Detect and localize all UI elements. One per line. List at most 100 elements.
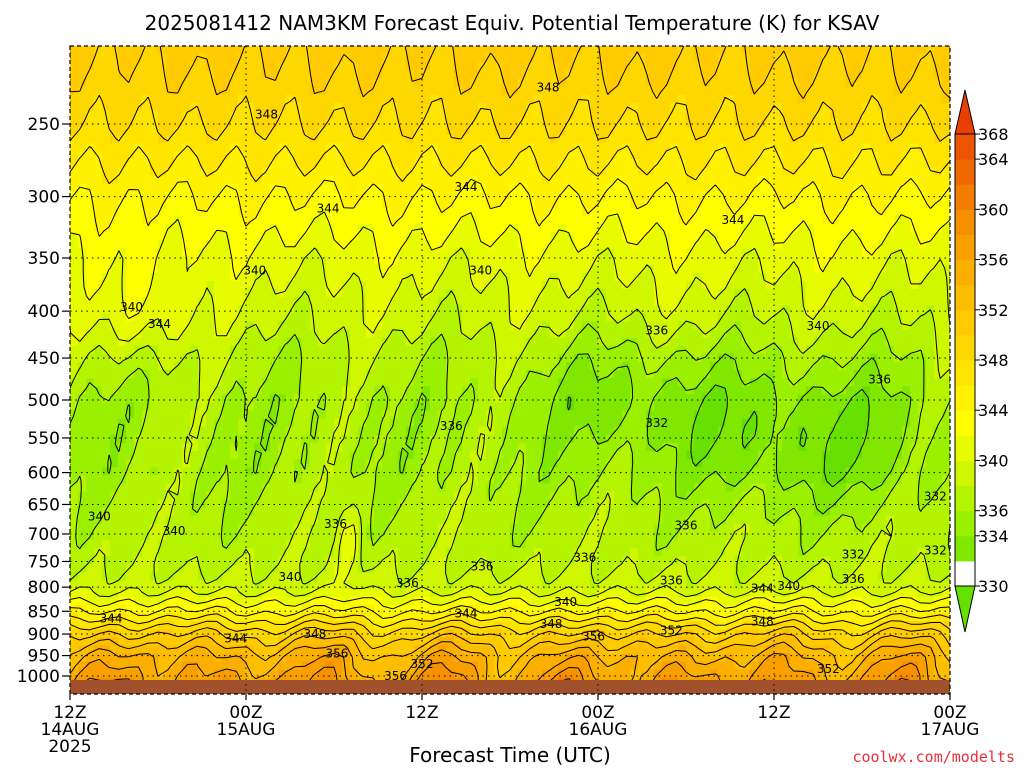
field-cell bbox=[526, 532, 535, 541]
field-cell bbox=[190, 361, 199, 371]
field-cell bbox=[86, 467, 95, 476]
field-cell bbox=[502, 548, 511, 557]
field-cell bbox=[230, 442, 239, 452]
field-cell bbox=[174, 118, 183, 128]
field-cell bbox=[494, 297, 503, 306]
field-cell bbox=[238, 434, 247, 444]
field-cell bbox=[166, 280, 175, 290]
field-cell bbox=[246, 418, 255, 428]
field-cell bbox=[70, 224, 79, 233]
field-cell bbox=[254, 386, 263, 395]
field-cell bbox=[126, 305, 135, 314]
field-cell bbox=[422, 564, 431, 574]
field-cell bbox=[414, 62, 423, 71]
field-cell bbox=[334, 272, 343, 282]
field-cell bbox=[390, 629, 399, 638]
field-cell bbox=[350, 264, 359, 274]
field-cell bbox=[126, 645, 135, 655]
field-cell bbox=[78, 232, 87, 241]
field-cell bbox=[462, 523, 471, 533]
field-cell bbox=[302, 459, 311, 468]
field-cell bbox=[246, 507, 255, 517]
field-cell bbox=[294, 135, 303, 144]
field-cell bbox=[102, 548, 111, 557]
field-cell bbox=[374, 507, 383, 517]
field-cell bbox=[310, 143, 319, 152]
field-cell bbox=[398, 127, 407, 136]
field-cell bbox=[310, 548, 319, 557]
field-cell bbox=[454, 135, 463, 144]
field-cell bbox=[358, 418, 367, 428]
field-cell bbox=[182, 499, 191, 509]
field-cell bbox=[438, 199, 447, 209]
field-cell bbox=[126, 378, 135, 387]
field-cell bbox=[534, 410, 543, 420]
field-cell bbox=[118, 78, 127, 88]
field-cell bbox=[502, 135, 511, 144]
field-cell bbox=[358, 370, 367, 379]
field-cell bbox=[446, 483, 455, 493]
field-cell bbox=[310, 580, 319, 590]
field-cell bbox=[414, 353, 423, 363]
field-cell bbox=[310, 94, 319, 104]
field-cell bbox=[542, 224, 551, 233]
field-cell bbox=[390, 394, 399, 403]
field-cell bbox=[310, 370, 319, 379]
field-cell bbox=[558, 208, 567, 217]
field-cell bbox=[350, 499, 359, 509]
field-cell bbox=[486, 313, 495, 322]
field-cell bbox=[150, 118, 159, 128]
field-cell bbox=[222, 62, 231, 71]
field-cell bbox=[350, 272, 359, 282]
field-cell bbox=[158, 159, 167, 169]
field-cell bbox=[398, 280, 407, 290]
field-cell bbox=[166, 167, 175, 177]
field-cell bbox=[78, 580, 87, 590]
field-cell bbox=[110, 451, 119, 460]
field-cell bbox=[518, 151, 527, 160]
field-cell bbox=[190, 175, 199, 185]
field-cell bbox=[246, 572, 255, 582]
field-cell bbox=[238, 459, 247, 468]
field-cell bbox=[166, 475, 175, 484]
field-cell bbox=[558, 548, 567, 557]
field-cell bbox=[102, 143, 111, 152]
field-cell bbox=[198, 459, 207, 468]
field-cell bbox=[478, 78, 487, 88]
field-cell bbox=[518, 183, 527, 193]
field-cell bbox=[78, 272, 87, 282]
field-cell bbox=[134, 183, 143, 193]
field-cell bbox=[486, 46, 495, 55]
field-cell bbox=[262, 127, 271, 136]
field-cell bbox=[374, 548, 383, 557]
field-cell bbox=[446, 459, 455, 468]
field-cell bbox=[518, 394, 527, 403]
field-cell bbox=[150, 451, 159, 460]
field-cell bbox=[134, 86, 143, 96]
field-cell bbox=[310, 86, 319, 96]
field-cell bbox=[366, 297, 375, 306]
field-cell bbox=[110, 199, 119, 209]
field-cell bbox=[278, 305, 287, 314]
field-cell bbox=[174, 475, 183, 484]
field-cell bbox=[198, 621, 207, 630]
field-cell bbox=[126, 248, 135, 258]
field-cell bbox=[278, 135, 287, 144]
field-cell bbox=[158, 515, 167, 525]
field-cell bbox=[374, 70, 383, 79]
field-cell bbox=[390, 491, 399, 501]
field-cell bbox=[102, 46, 111, 55]
field-cell bbox=[542, 86, 551, 96]
field-cell bbox=[182, 329, 191, 339]
field-cell bbox=[110, 143, 119, 152]
field-cell bbox=[518, 370, 527, 379]
field-cell bbox=[158, 483, 167, 493]
field-cell bbox=[294, 102, 303, 112]
field-cell bbox=[166, 402, 175, 412]
field-cell bbox=[358, 305, 367, 314]
field-cell bbox=[150, 127, 159, 136]
field-cell bbox=[238, 588, 247, 598]
field-cell bbox=[270, 499, 279, 509]
field-cell bbox=[310, 345, 319, 355]
